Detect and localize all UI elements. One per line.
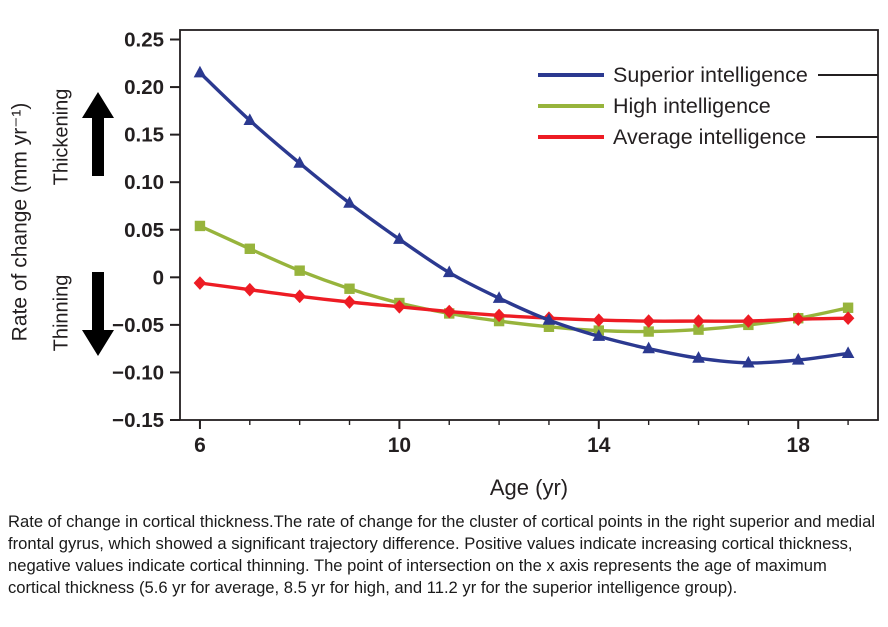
legend: Superior intelligence High intelligence … — [538, 63, 878, 149]
svg-text:10: 10 — [388, 434, 411, 457]
legend-trailing-line — [816, 136, 878, 138]
cortical-thickness-chart: 0.25 0.20 0.15 0.10 0.05 0 −0.05 −0.10 −0.15 6 10 1… — [112, 29, 879, 457]
legend-label-superior: Superior intelligence — [613, 62, 808, 87]
svg-text:−0.05: −0.05 — [112, 314, 164, 337]
legend-label-high: High intelligence — [613, 93, 771, 118]
thinning-label: Thinning — [50, 274, 73, 352]
svg-text:18: 18 — [787, 434, 811, 457]
y-axis-ticks: 0.25 0.20 0.15 0.10 0.05 0 −0.05 −0.10 −0.15 — [112, 29, 180, 432]
svg-text:0.25: 0.25 — [124, 29, 164, 52]
legend-line-superior-icon — [538, 73, 604, 77]
figure-caption: Rate of change in cortical thickness.The… — [8, 512, 876, 597]
svg-text:6: 6 — [194, 434, 206, 457]
plot-border — [179, 29, 879, 421]
svg-text:0.15: 0.15 — [124, 124, 164, 147]
svg-text:0: 0 — [153, 266, 164, 289]
thickening-label: Thickening — [50, 88, 73, 186]
series-average-intelligence — [193, 276, 855, 328]
x-axis-label: Age (yr) — [489, 475, 569, 500]
svg-text:0.10: 0.10 — [124, 171, 164, 194]
svg-text:−0.10: −0.10 — [112, 361, 164, 384]
y-axis-label: Rate of change (mm yr⁻¹) — [8, 102, 32, 342]
svg-text:−0.15: −0.15 — [112, 409, 164, 432]
svg-text:0.20: 0.20 — [124, 76, 164, 99]
legend-item-high: High intelligence — [538, 94, 878, 118]
series-superior-intelligence — [193, 65, 855, 368]
legend-label-average: Average intelligence — [613, 124, 807, 149]
legend-line-high-icon — [538, 104, 604, 108]
svg-text:14: 14 — [587, 434, 611, 457]
legend-trailing-line — [817, 74, 878, 76]
thinning-arrow-icon — [82, 272, 114, 356]
x-axis-ticks: 6 10 14 18 — [194, 420, 849, 457]
thickening-arrow-icon — [82, 92, 114, 176]
svg-text:0.05: 0.05 — [124, 219, 164, 242]
legend-item-superior: Superior intelligence — [538, 63, 878, 87]
legend-item-average: Average intelligence — [538, 125, 878, 149]
legend-line-average-icon — [538, 135, 604, 139]
